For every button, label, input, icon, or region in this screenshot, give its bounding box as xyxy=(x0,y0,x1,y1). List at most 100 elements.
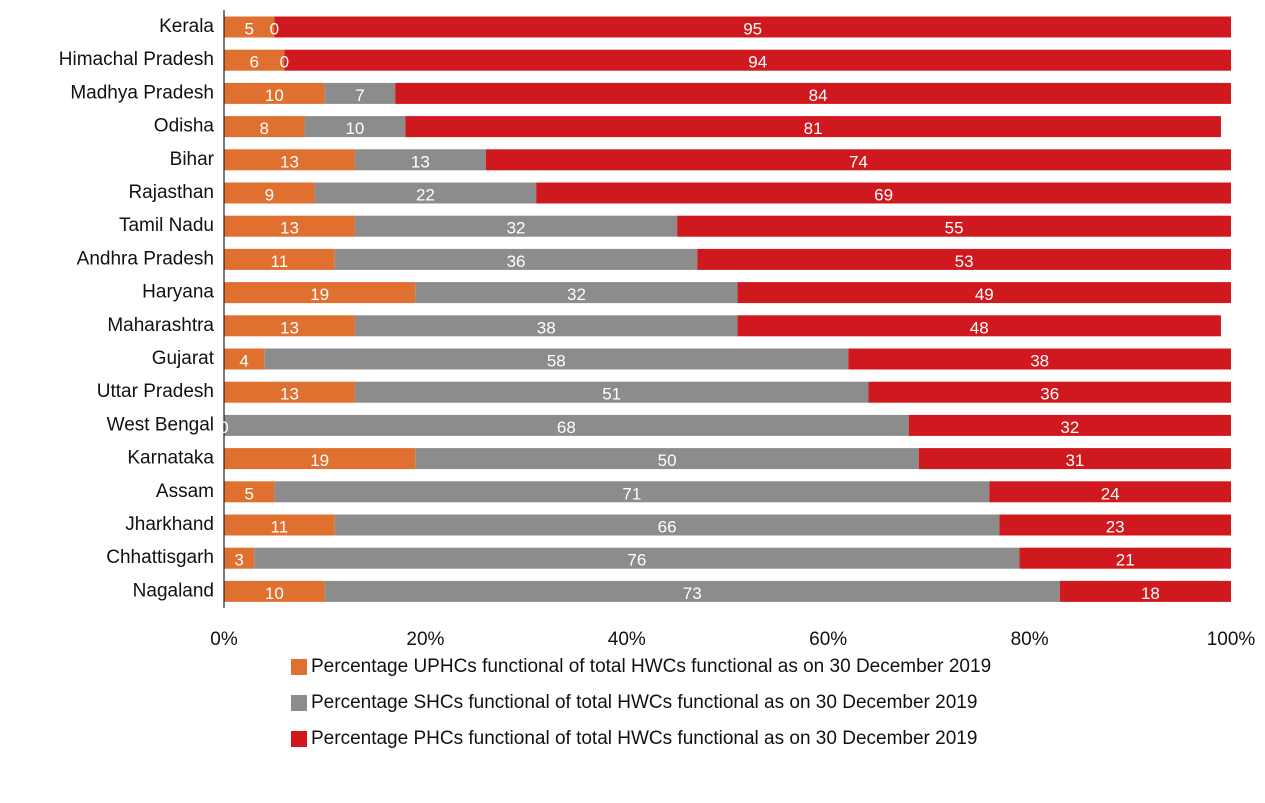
bar-segment xyxy=(354,215,678,237)
data-label: 13 xyxy=(280,152,299,171)
data-label: 58 xyxy=(547,351,566,370)
data-label: 48 xyxy=(970,318,989,337)
data-label: 24 xyxy=(1101,484,1120,503)
bar-segment xyxy=(224,82,325,104)
x-tick-label: 20% xyxy=(406,629,444,650)
data-label: 69 xyxy=(874,185,893,204)
category-label: Chhattisgarh xyxy=(106,547,214,568)
bar-segment xyxy=(395,82,1231,104)
category-label: Uttar Pradesh xyxy=(97,381,214,402)
legend-label: Percentage UPHCs functional of total HWC… xyxy=(311,656,991,677)
bar-segment xyxy=(224,182,315,204)
bar-segment xyxy=(224,481,275,503)
data-label: 84 xyxy=(809,86,828,105)
legend-swatch xyxy=(291,695,307,711)
data-label: 50 xyxy=(658,451,677,470)
data-label: 32 xyxy=(507,219,526,238)
data-label: 74 xyxy=(849,152,868,171)
data-label: 11 xyxy=(271,252,289,271)
category-label: Andhra Pradesh xyxy=(77,248,214,269)
data-label: 31 xyxy=(1065,451,1084,470)
bar-segment xyxy=(485,149,1231,171)
category-label: Assam xyxy=(156,481,214,502)
bar-segment xyxy=(224,16,275,38)
data-label: 95 xyxy=(743,19,762,38)
data-label: 0 xyxy=(280,53,289,72)
data-label: 9 xyxy=(265,185,274,204)
data-label: 0 xyxy=(219,418,228,437)
data-label: 32 xyxy=(567,285,586,304)
data-label: 8 xyxy=(260,119,269,138)
bar-segment xyxy=(314,182,537,204)
x-tick-label: 0% xyxy=(210,629,238,650)
legend-swatch xyxy=(291,659,307,675)
data-label: 5 xyxy=(244,19,253,38)
bar-segment xyxy=(224,282,416,304)
data-label: 13 xyxy=(280,219,299,238)
bar-segment xyxy=(1059,580,1231,602)
data-label: 6 xyxy=(249,53,258,72)
data-label: 10 xyxy=(345,119,364,138)
data-label: 49 xyxy=(975,285,994,304)
category-label: Odisha xyxy=(154,116,215,137)
data-label: 18 xyxy=(1141,584,1160,603)
bar-segment xyxy=(224,248,335,270)
bar-segment xyxy=(737,315,1221,337)
bar-segment xyxy=(334,514,1000,536)
bar-segment xyxy=(848,348,1231,370)
bar-segment xyxy=(354,149,486,171)
data-label: 19 xyxy=(310,285,329,304)
data-label: 0 xyxy=(270,19,279,38)
bar-segment xyxy=(224,348,265,370)
bar-segment xyxy=(224,381,355,403)
category-label: Gujarat xyxy=(152,348,215,369)
category-label: Tamil Nadu xyxy=(119,215,214,236)
bar-segment xyxy=(224,580,325,602)
data-label: 76 xyxy=(627,551,646,570)
category-label: West Bengal xyxy=(107,414,214,435)
category-label: Rajasthan xyxy=(128,182,214,203)
bar-segment xyxy=(908,414,1231,436)
data-label: 23 xyxy=(1106,517,1125,536)
bar-segment xyxy=(224,315,355,337)
data-label: 51 xyxy=(602,385,621,404)
bar-segment xyxy=(1019,547,1231,569)
category-label: Madhya Pradesh xyxy=(70,82,214,103)
bar-segment xyxy=(224,116,305,138)
category-label: Bihar xyxy=(170,149,215,170)
data-label: 81 xyxy=(804,119,823,138)
data-label: 21 xyxy=(1116,551,1135,570)
category-label: Jharkhand xyxy=(125,514,214,535)
bar-segment xyxy=(868,381,1231,403)
bar-segment xyxy=(224,547,255,569)
data-label: 55 xyxy=(945,219,964,238)
data-label: 36 xyxy=(1040,385,1059,404)
data-label: 22 xyxy=(416,185,435,204)
bar-segment xyxy=(677,215,1231,237)
data-label: 7 xyxy=(355,86,364,105)
data-label: 73 xyxy=(683,584,702,603)
bar-segment xyxy=(334,248,698,270)
bar-segment xyxy=(274,16,1231,38)
data-label: 94 xyxy=(748,53,767,72)
bar-segment xyxy=(224,215,355,237)
bar-segment xyxy=(415,448,919,470)
data-label: 71 xyxy=(622,484,641,503)
bar-segment xyxy=(737,282,1231,304)
x-tick-label: 40% xyxy=(608,629,646,650)
data-label: 10 xyxy=(265,584,284,603)
legend-label: Percentage SHCs functional of total HWCs… xyxy=(311,692,977,713)
data-label: 32 xyxy=(1060,418,1079,437)
bar-segment xyxy=(354,381,869,403)
category-label: Maharashtra xyxy=(107,315,214,336)
data-label: 38 xyxy=(537,318,556,337)
data-label: 4 xyxy=(239,351,248,370)
category-label: Haryana xyxy=(142,282,214,303)
bar-segment xyxy=(284,49,1231,71)
x-tick-label: 100% xyxy=(1207,629,1256,650)
bar-segment xyxy=(224,448,416,470)
category-label: Kerala xyxy=(159,16,214,37)
data-label: 3 xyxy=(234,551,243,570)
bar-segment xyxy=(324,82,396,104)
